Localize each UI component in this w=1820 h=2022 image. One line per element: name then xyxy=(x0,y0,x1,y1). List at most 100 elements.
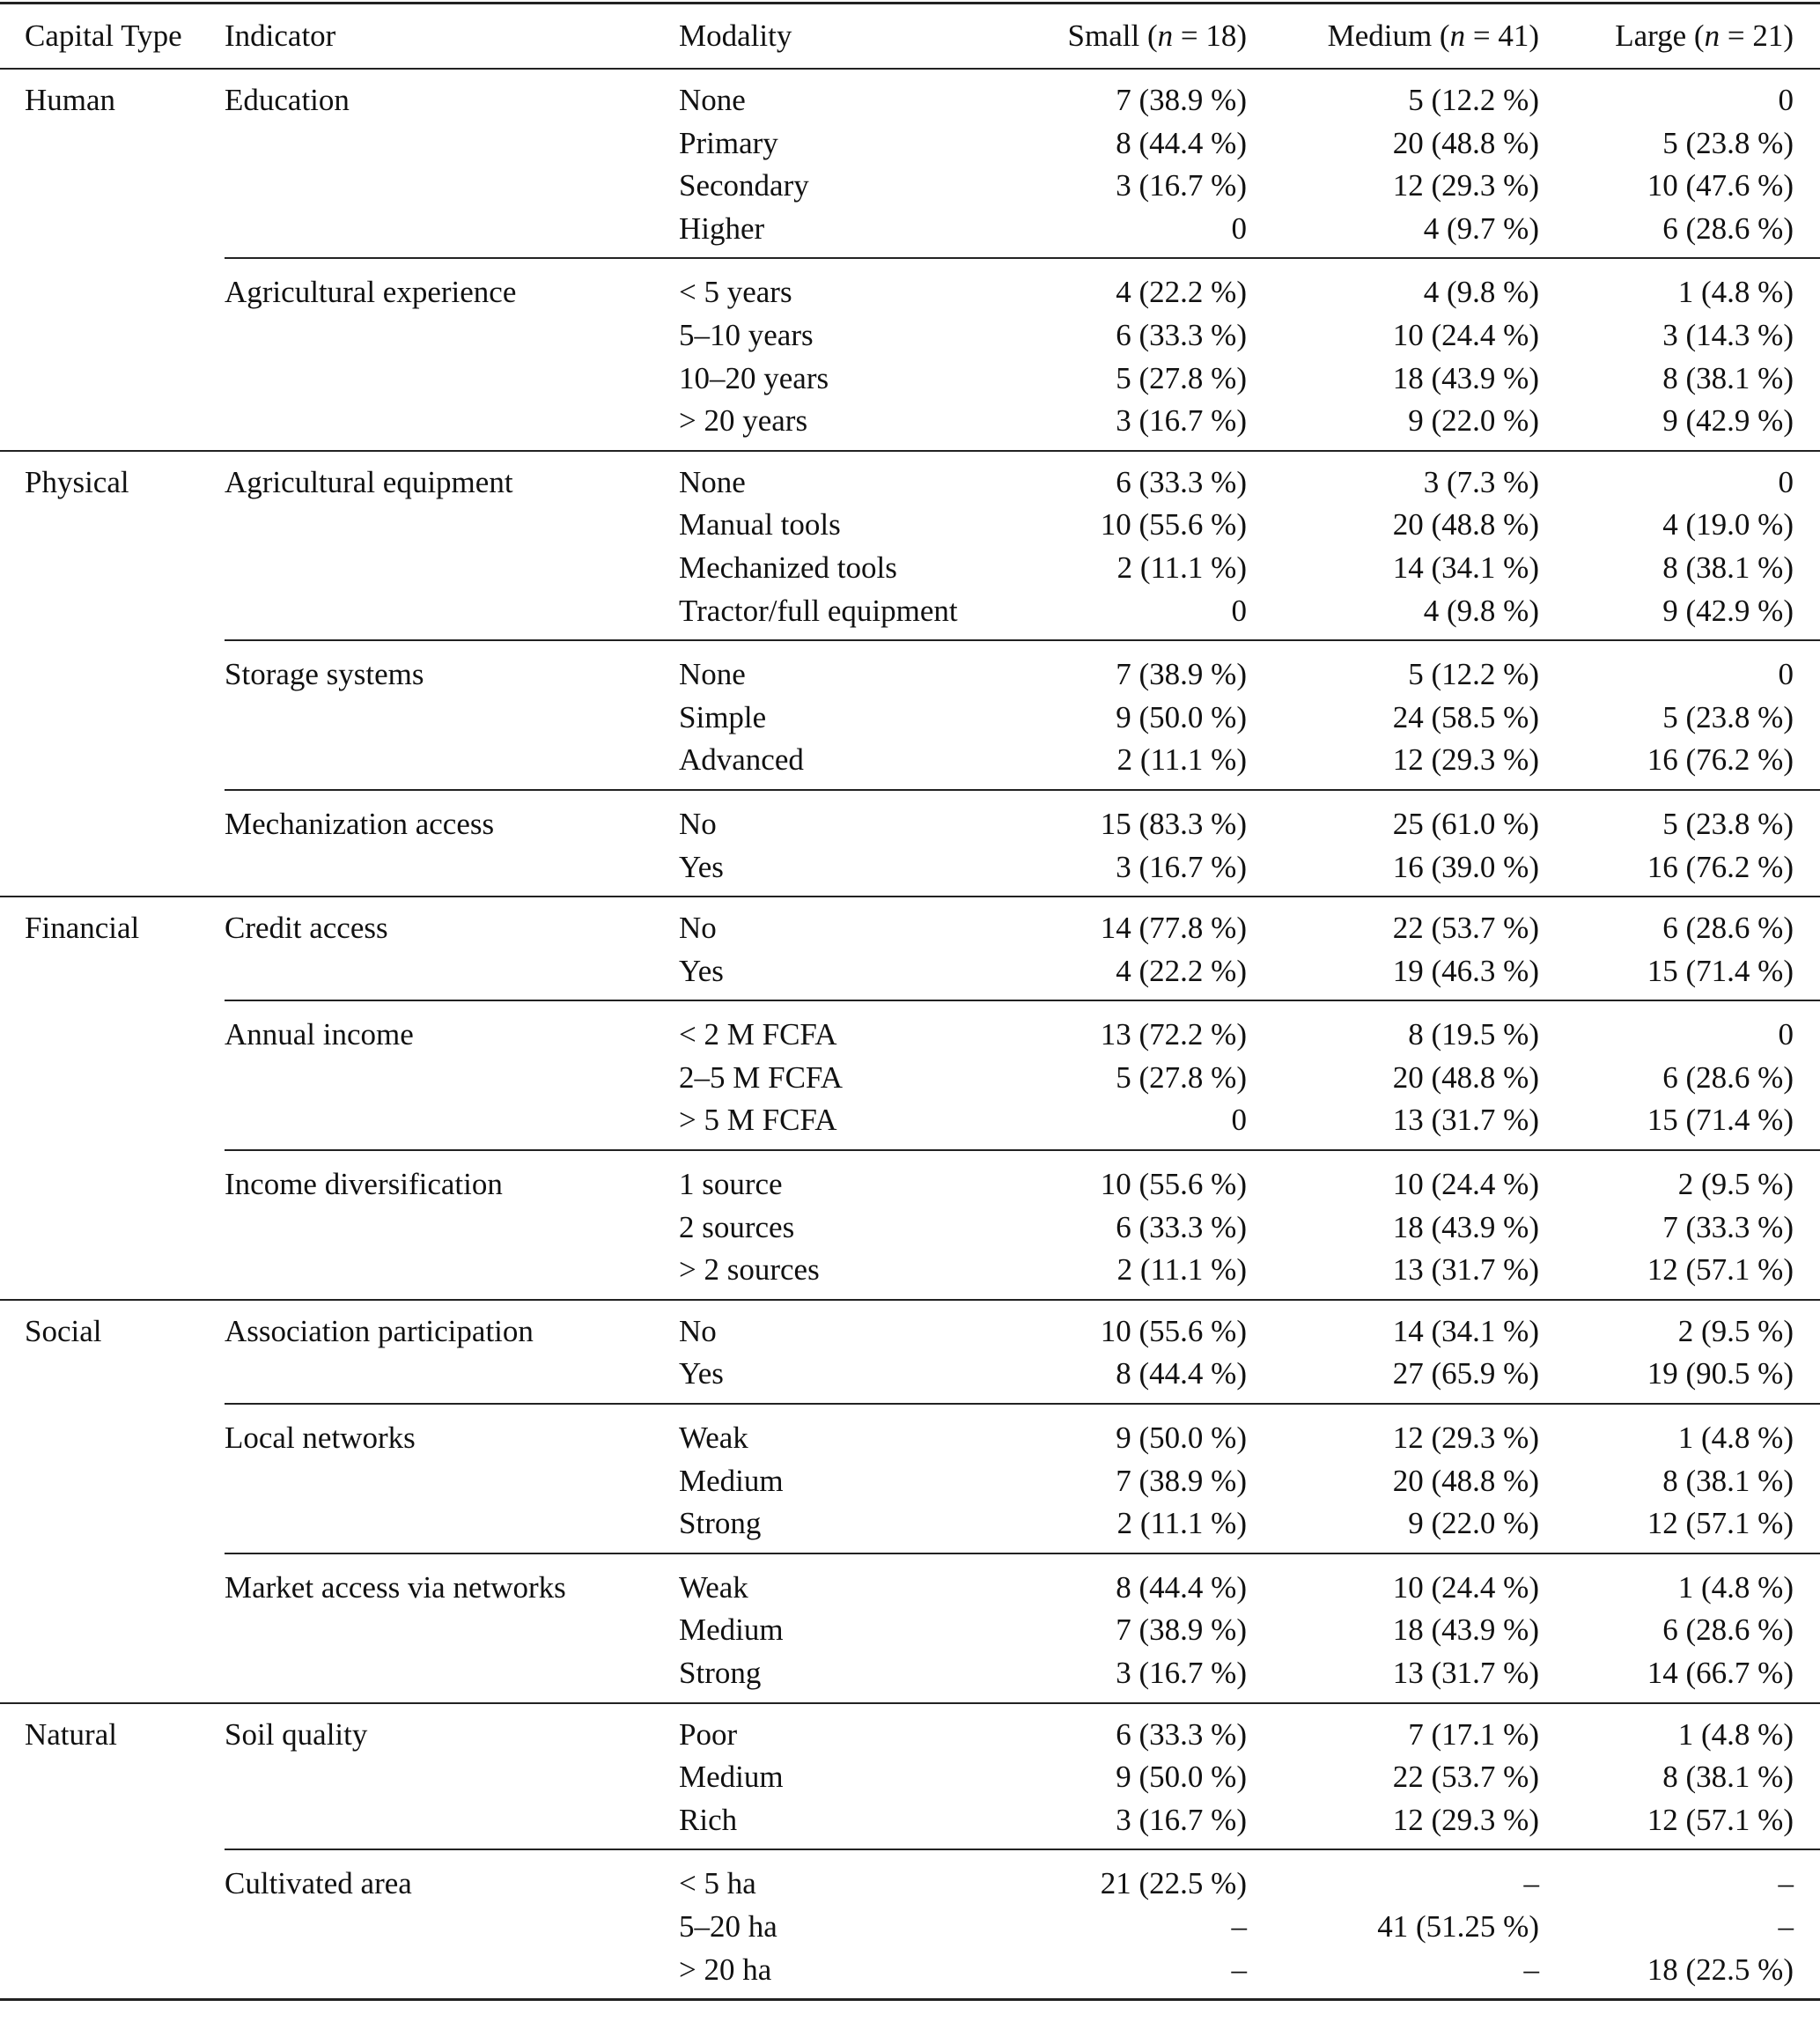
large-cell: 12 (57.1 %) xyxy=(1647,1506,1794,1541)
modality-cell: 10–20 years xyxy=(679,360,829,395)
large-cell: – xyxy=(1778,1908,1794,1944)
small-cell: 5 (27.8 %) xyxy=(1116,360,1247,395)
small-cell: 7 (38.9 %) xyxy=(1116,1612,1247,1648)
small-cell: – xyxy=(1231,1908,1248,1944)
large-cell: 6 (28.6 %) xyxy=(1662,1612,1794,1648)
indicator-cell xyxy=(225,1609,679,1652)
modality-cell: Tractor/full equipment xyxy=(679,593,958,628)
table-row: Simple 9 (50.0 %) 24 (58.5 %) 5 (23.8 %) xyxy=(0,697,1820,740)
medium-cell: 9 (22.0 %) xyxy=(1408,403,1539,439)
small-cell: 6 (33.3 %) xyxy=(1116,1209,1247,1244)
medium-cell: 22 (53.7 %) xyxy=(1247,896,1539,950)
small-cell: 7 (38.9 %) xyxy=(1116,83,1247,117)
medium-cell: 24 (58.5 %) xyxy=(1392,699,1539,734)
large-cell: 0 xyxy=(1539,639,1820,697)
capital-type-cell xyxy=(0,1799,225,1850)
small-cell: 6 (33.3 %) xyxy=(1031,1701,1247,1757)
indicator-cell xyxy=(225,1906,679,1949)
medium-cell: 19 (46.3 %) xyxy=(1392,953,1539,988)
indicator-cell xyxy=(225,1099,679,1150)
medium-cell: 10 (24.4 %) xyxy=(1247,1552,1539,1610)
modality-cell: Poor xyxy=(679,1701,1031,1757)
large-cell: 0 xyxy=(1539,449,1820,505)
capital-type-cell: Natural xyxy=(0,1701,225,1757)
small-cell: 3 (16.7 %) xyxy=(1116,403,1247,439)
medium-cell: 20 (48.8 %) xyxy=(1392,125,1539,160)
large-cell: 16 (76.2 %) xyxy=(1647,742,1794,778)
medium-cell: 4 (9.8 %) xyxy=(1247,257,1539,314)
indicator-cell xyxy=(225,1057,679,1100)
medium-cell: 5 (12.2 %) xyxy=(1247,639,1539,697)
medium-cell: 10 (24.4 %) xyxy=(1392,317,1539,352)
medium-cell: 18 (43.9 %) xyxy=(1392,1209,1539,1244)
modality-cell: > 20 ha xyxy=(679,1952,772,1987)
modality-cell: 2 sources xyxy=(679,1209,795,1244)
indicator-cell: Income diversification xyxy=(225,1149,679,1207)
indicator-cell: Credit access xyxy=(225,896,679,950)
small-cell: 7 (38.9 %) xyxy=(1031,639,1247,697)
medium-cell: 41 (51.25 %) xyxy=(1377,1908,1539,1944)
capital-type-cell xyxy=(0,1609,225,1652)
table-row: 5–20 ha – 41 (51.25 %) – xyxy=(0,1906,1820,1949)
indicator-cell: Market access via networks xyxy=(225,1552,679,1610)
modality-cell: Medium xyxy=(679,1612,784,1648)
capital-type-cell: Human xyxy=(25,83,116,117)
capital-type-cell xyxy=(0,314,225,358)
small-cell: 0 xyxy=(1231,1103,1248,1138)
indicator-cell xyxy=(225,739,679,790)
medium-cell: 4 (9.7 %) xyxy=(1423,210,1539,246)
medium-cell: 16 (39.0 %) xyxy=(1392,849,1539,884)
table-row: 5–10 years 6 (33.3 %) 10 (24.4 %) 3 (14.3 %… xyxy=(0,314,1820,358)
small-cell: 0 xyxy=(1231,593,1248,628)
modality-cell: Strong xyxy=(679,1656,762,1690)
medium-cell: 14 (34.1 %) xyxy=(1247,1298,1539,1354)
medium-cell: 20 (48.8 %) xyxy=(1392,507,1539,542)
capital-type-cell xyxy=(0,790,225,846)
medium-cell: 20 (48.8 %) xyxy=(1392,1463,1539,1498)
medium-cell: 13 (31.7 %) xyxy=(1392,1252,1539,1288)
medium-cell: 9 (22.0 %) xyxy=(1408,1506,1539,1541)
capital-type-cell xyxy=(0,1652,225,1703)
modality-cell: Secondary xyxy=(679,168,809,203)
table-row: Strong 2 (11.1 %) 9 (22.0 %) 12 (57.1 %) xyxy=(0,1502,1820,1553)
large-cell: 2 (9.5 %) xyxy=(1539,1149,1820,1207)
modality-cell: Advanced xyxy=(679,742,804,778)
modality-cell: Manual tools xyxy=(679,507,841,542)
table-row: > 20 ha – – 18 (22.5 %) xyxy=(0,1949,1820,2000)
header-modality: Modality xyxy=(679,3,1031,70)
large-cell: 12 (57.1 %) xyxy=(1647,1802,1794,1837)
capital-type-cell xyxy=(0,1099,225,1150)
table-row: Social Association participation No 10 (55.… xyxy=(0,1298,1820,1354)
header-large: Large (n = 21) xyxy=(1539,3,1820,70)
medium-cell: 5 (12.2 %) xyxy=(1408,83,1539,117)
medium-cell: 20 (48.8 %) xyxy=(1392,1059,1539,1095)
medium-cell: 7 (17.1 %) xyxy=(1247,1701,1539,1757)
large-cell: 15 (71.4 %) xyxy=(1647,953,1794,988)
capital-type-cell xyxy=(0,739,225,790)
indicator-cell xyxy=(225,165,679,208)
modality-cell: Mechanized tools xyxy=(679,550,897,585)
capital-type-cell xyxy=(0,1849,225,1906)
indicator-cell xyxy=(225,590,679,641)
capital-type-cell xyxy=(0,846,225,897)
capital-type-cell xyxy=(0,400,225,451)
indicator-cell xyxy=(225,846,679,897)
indicator-cell xyxy=(225,1249,679,1300)
medium-cell: 18 (43.9 %) xyxy=(1392,360,1539,395)
medium-cell: 18 (43.9 %) xyxy=(1392,1612,1539,1648)
table-row: Yes 8 (44.4 %) 27 (65.9 %) 19 (90.5 %) xyxy=(0,1353,1820,1404)
capital-type-cell xyxy=(0,950,225,1001)
table-row: Secondary 3 (16.7 %) 12 (29.3 %) 10 (47.6 %… xyxy=(0,165,1820,208)
table-row: > 5 M FCFA 0 13 (31.7 %) 15 (71.4 %) xyxy=(0,1099,1820,1150)
modality-cell: Higher xyxy=(679,210,765,246)
header-medium: Medium (n = 41) xyxy=(1247,3,1539,70)
table-row: 10–20 years 5 (27.8 %) 18 (43.9 %) 8 (38.1 … xyxy=(0,358,1820,401)
capital-type-cell xyxy=(0,1906,225,1949)
table-row: Mechanized tools 2 (11.1 %) 14 (34.1 %) 8 (… xyxy=(0,547,1820,590)
large-cell: 8 (38.1 %) xyxy=(1662,1463,1794,1498)
indicator-cell: Mechanization access xyxy=(225,788,679,846)
large-cell: 6 (28.6 %) xyxy=(1662,1059,1794,1095)
modality-cell: 5–20 ha xyxy=(679,1908,777,1944)
medium-cell: 27 (65.9 %) xyxy=(1392,1356,1539,1391)
large-cell: 18 (22.5 %) xyxy=(1647,1952,1794,1987)
